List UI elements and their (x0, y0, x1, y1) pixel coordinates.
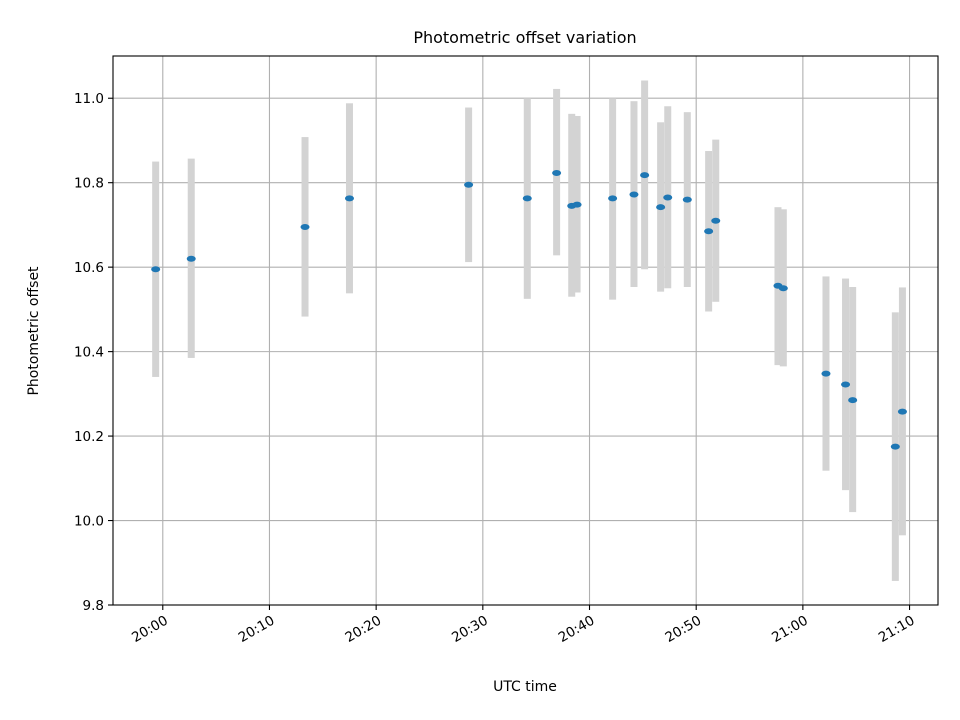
data-point (629, 191, 639, 198)
data-point (841, 381, 851, 388)
data-point (186, 255, 196, 262)
data-point (897, 408, 907, 415)
data-point (572, 201, 582, 208)
y-tick-label: 10.2 (74, 429, 104, 445)
data-point (848, 397, 858, 404)
data-point (711, 217, 721, 224)
x-axis-label: UTC time (493, 679, 557, 695)
data-point (552, 169, 562, 176)
data-point (300, 224, 310, 231)
data-point (608, 195, 618, 202)
data-point (151, 266, 161, 273)
y-tick-label: 10.4 (74, 345, 104, 361)
y-tick-label: 10.8 (74, 176, 104, 192)
data-point (778, 285, 788, 292)
y-tick-label: 10.6 (74, 260, 104, 276)
data-point (821, 370, 831, 377)
data-point (640, 172, 650, 179)
y-tick-label: 9.8 (83, 598, 104, 614)
chart-title: Photometric offset variation (413, 28, 636, 47)
data-point (663, 194, 673, 201)
y-axis-ticks: 9.8 10.0 10.2 10.4 10.6 10.8 11.0 (74, 91, 113, 614)
data-point (464, 181, 474, 188)
data-point (656, 204, 666, 211)
plot-frame (112, 55, 939, 606)
y-tick-label: 11.0 (74, 91, 104, 107)
data-point (344, 195, 354, 202)
data-points (151, 169, 907, 450)
y-tick-label: 10.0 (74, 514, 104, 530)
y-axis-label: Photometric offset (26, 266, 42, 396)
data-point (682, 196, 692, 203)
data-point (704, 228, 714, 235)
data-point (522, 195, 532, 202)
data-point (890, 443, 900, 450)
